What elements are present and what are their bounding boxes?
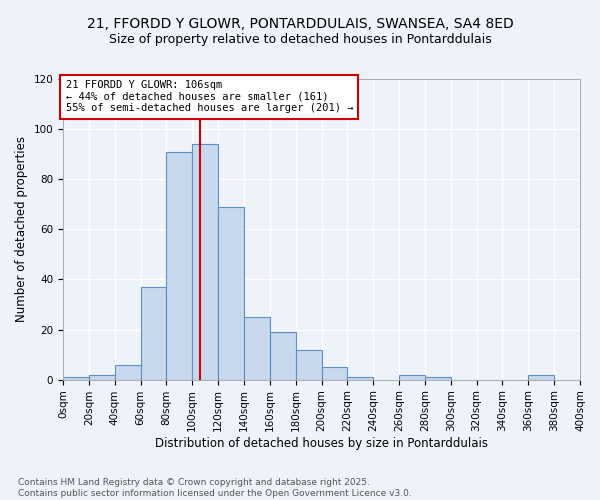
Bar (529, 374, 554, 380)
Bar (218, 207, 244, 380)
Bar (399, 374, 425, 380)
Text: Size of property relative to detached houses in Pontarddulais: Size of property relative to detached ho… (109, 32, 491, 46)
Bar (322, 367, 347, 380)
Text: Contains HM Land Registry data © Crown copyright and database right 2025.
Contai: Contains HM Land Registry data © Crown c… (18, 478, 412, 498)
Bar (166, 152, 192, 380)
Bar (89, 374, 115, 380)
Bar (347, 377, 373, 380)
Bar (244, 317, 270, 380)
Bar (115, 364, 140, 380)
Bar (296, 350, 322, 380)
Text: 21 FFORDD Y GLOWR: 106sqm
← 44% of detached houses are smaller (161)
55% of semi: 21 FFORDD Y GLOWR: 106sqm ← 44% of detac… (65, 80, 353, 114)
Bar (270, 332, 296, 380)
X-axis label: Distribution of detached houses by size in Pontarddulais: Distribution of detached houses by size … (155, 437, 488, 450)
Text: 21, FFORDD Y GLOWR, PONTARDDULAIS, SWANSEA, SA4 8ED: 21, FFORDD Y GLOWR, PONTARDDULAIS, SWANS… (86, 18, 514, 32)
Bar (425, 377, 451, 380)
Bar (192, 144, 218, 380)
Bar (140, 287, 166, 380)
Y-axis label: Number of detached properties: Number of detached properties (15, 136, 28, 322)
Bar (63, 377, 89, 380)
